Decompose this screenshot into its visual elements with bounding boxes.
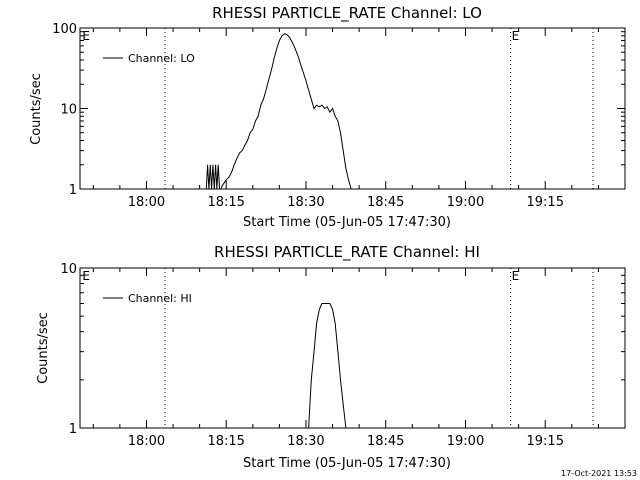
- x-tick-label: 18:30: [287, 195, 324, 210]
- y-tick-label: 1: [69, 183, 77, 198]
- x-tick-label: 19:15: [527, 434, 564, 449]
- series-line-hi: [308, 303, 347, 429]
- y-tick-label: 10: [60, 262, 77, 277]
- x-tick-label: 18:45: [367, 434, 404, 449]
- x-tick-label: 18:30: [287, 434, 324, 449]
- series-line-lo: [205, 33, 352, 190]
- x-tick-label: 18:45: [367, 195, 404, 210]
- x-tick-label: 18:00: [128, 434, 165, 449]
- x-tick-label: 19:00: [447, 434, 484, 449]
- panel-lo-ylabel: Counts/sec: [29, 73, 44, 145]
- panel-hi-plot: 18:00 18:15 18:30 18:45 19:00 19:15 1 10 E E Chann…: [60, 262, 626, 449]
- panel-hi-title: RHESSI PARTICLE_RATE Channel: HI: [214, 243, 480, 262]
- event-label: E: [512, 29, 520, 43]
- event-label: E: [512, 269, 520, 283]
- panel-lo-title: RHESSI PARTICLE_RATE Channel: LO: [212, 4, 482, 23]
- x-tick-label: 19:15: [527, 195, 564, 210]
- y-tick-label: 1: [69, 422, 77, 437]
- panel-hi-xlabel: Start Time (05-Jun-05 17:47:30): [243, 456, 451, 471]
- x-tick-label: 19:00: [447, 195, 484, 210]
- y-tick-label: 100: [52, 22, 77, 37]
- plot-frame: [79, 267, 626, 429]
- footer-timestamp: 17-Oct-2021 13:53: [561, 469, 637, 478]
- x-tick-label: 18:15: [207, 195, 244, 210]
- legend-label: Channel: HI: [128, 292, 192, 305]
- y-tick-label: 10: [60, 103, 77, 118]
- panel-lo-xlabel: Start Time (05-Jun-05 17:47:30): [243, 215, 451, 230]
- panel-hi-ylabel: Counts/sec: [36, 312, 51, 384]
- legend-label: Channel: LO: [128, 52, 195, 65]
- x-tick-label: 18:00: [128, 195, 165, 210]
- event-label: E: [82, 269, 90, 283]
- event-label: E: [82, 29, 90, 43]
- panel-lo-plot: 18:00 18:15 18:30 18:45 19:00 19:15 1 10 100 E E Ch…: [52, 22, 626, 210]
- x-tick-label: 18:15: [207, 434, 244, 449]
